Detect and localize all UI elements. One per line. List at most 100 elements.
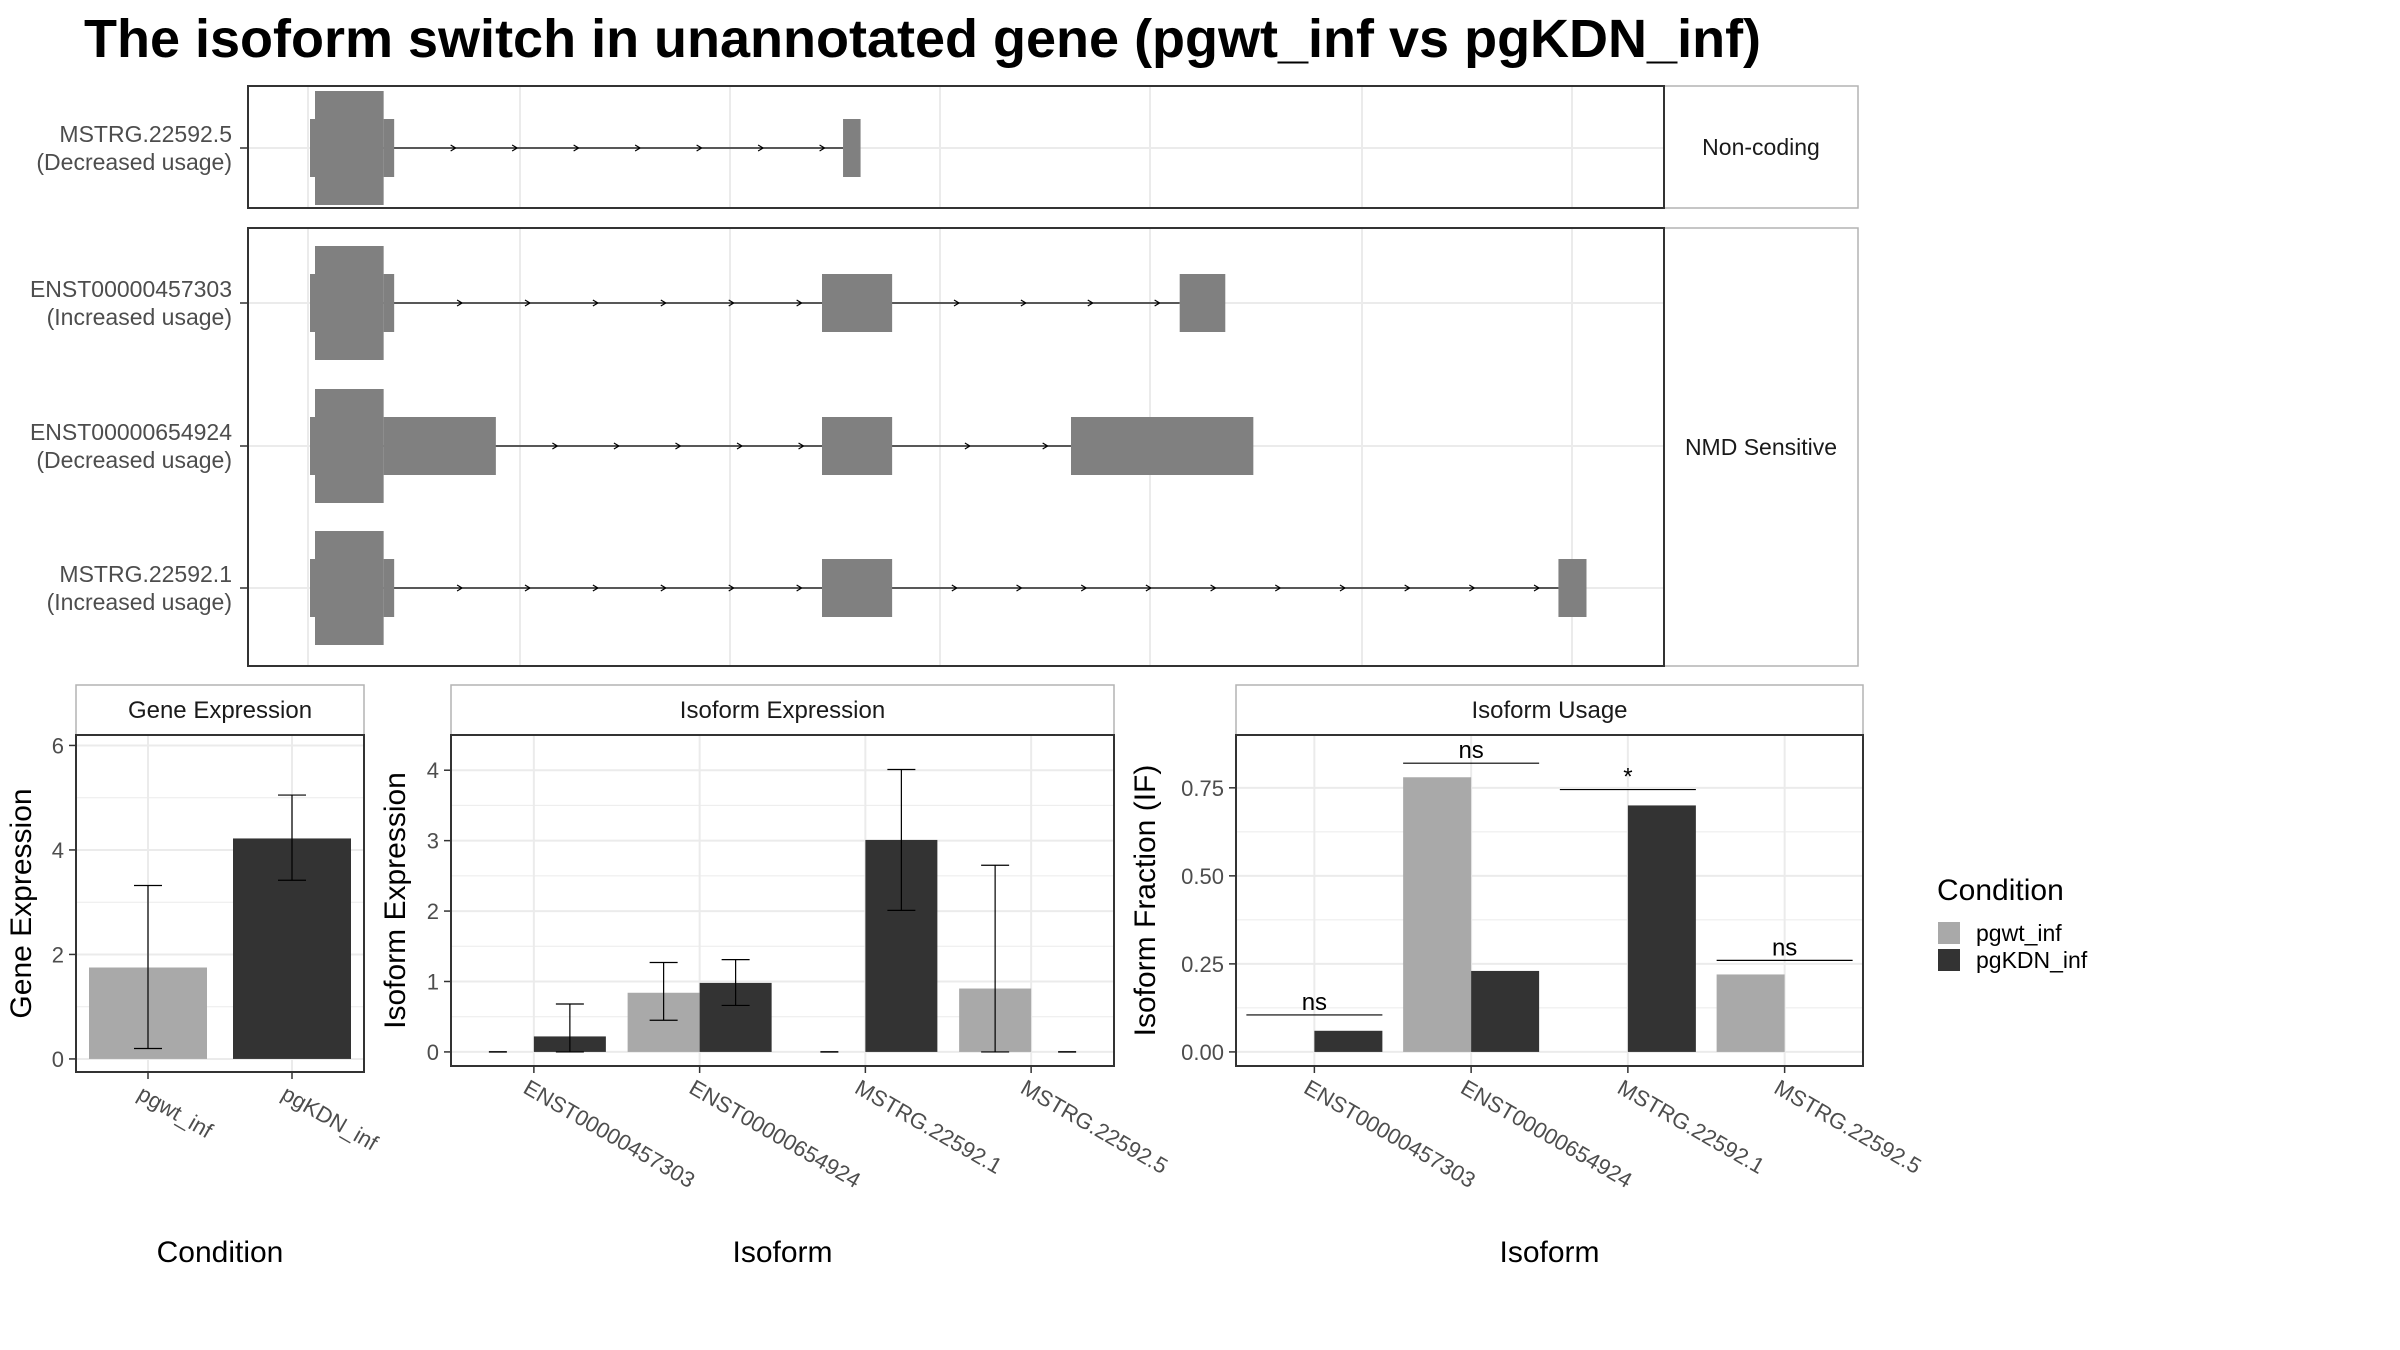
isoform-label: ENST00000457303 xyxy=(30,276,232,302)
y-tick-label: 0 xyxy=(52,1047,64,1072)
exon-block xyxy=(822,417,893,475)
isoform-structure-panel: Non-coding MSTRG.22592.5(Decreased usage)… xyxy=(30,85,1859,667)
intron-arrow xyxy=(1080,584,1088,592)
y-axis-title: Isoform Expression xyxy=(379,772,412,1029)
exon-block xyxy=(383,274,395,332)
intron-arrow xyxy=(613,442,621,450)
panel-title: Gene Expression xyxy=(128,697,312,724)
intron-arrow xyxy=(1016,584,1023,592)
intron-arrow xyxy=(660,299,667,307)
exon-block xyxy=(310,559,316,617)
y-tick-label: 0.00 xyxy=(1181,1040,1224,1065)
exon-block xyxy=(315,389,384,503)
intron-arrow xyxy=(592,299,600,307)
intron-arrow xyxy=(675,442,682,450)
exon-block xyxy=(315,91,384,205)
x-tick-label: pgKDN_inf xyxy=(278,1081,383,1156)
structure-panel-border xyxy=(247,227,1665,667)
intron-arrow xyxy=(796,299,803,307)
x-axis-title: Isoform xyxy=(732,1236,832,1269)
x-tick-label: ENST00000457303 xyxy=(519,1075,699,1193)
intron-arrow xyxy=(1020,299,1028,307)
intron-arrow xyxy=(696,144,703,152)
isoform-label: MSTRG.22592.1 xyxy=(59,561,232,587)
intron-arrow xyxy=(592,584,600,592)
y-tick-label: 0.25 xyxy=(1181,952,1224,977)
structure-strip xyxy=(1663,85,1859,209)
x-tick-label: MSTRG.22592.1 xyxy=(851,1075,1006,1179)
bar xyxy=(1716,974,1785,1052)
legend-title: Condition xyxy=(1937,874,2064,907)
intron-arrow xyxy=(1274,584,1282,592)
x-tick-label: ENST00000654924 xyxy=(685,1075,865,1193)
exon-block xyxy=(822,274,893,332)
y-tick-label: 0 xyxy=(427,1040,439,1065)
intron-arrow xyxy=(1533,584,1541,592)
intron-arrow xyxy=(728,299,735,307)
legend-label: pgwt_inf xyxy=(1976,920,2062,946)
significance-label: ns xyxy=(1458,737,1483,764)
intron-arrow xyxy=(728,584,735,592)
panel-strip xyxy=(75,684,365,736)
intron-arrow xyxy=(1469,584,1476,592)
exon-block xyxy=(1179,274,1226,332)
exon-block xyxy=(310,417,316,475)
x-tick-label: MSTRG.22592.5 xyxy=(1770,1075,1925,1179)
exon-block xyxy=(315,531,384,645)
bar xyxy=(1471,970,1540,1052)
significance-label: ns xyxy=(1772,934,1797,961)
intron-arrow xyxy=(573,144,580,152)
exon-block xyxy=(843,119,861,177)
x-tick-label: MSTRG.22592.5 xyxy=(1017,1075,1172,1179)
exon-block xyxy=(383,559,395,617)
intron-arrow xyxy=(1210,584,1217,592)
legend-swatch xyxy=(1938,922,1960,944)
intron-arrow xyxy=(1339,584,1347,592)
panel-border xyxy=(1235,734,1864,1067)
structure-group-label: NMD Sensitive xyxy=(1685,434,1837,460)
intron-arrow xyxy=(1154,299,1161,307)
legend-swatch xyxy=(1938,949,1960,971)
intron-arrow xyxy=(456,299,464,307)
intron-arrow xyxy=(1042,442,1049,450)
intron-arrow xyxy=(511,144,519,152)
y-tick-label: 2 xyxy=(52,942,64,967)
intron-arrow xyxy=(450,144,457,152)
y-tick-label: 6 xyxy=(52,733,64,758)
bar xyxy=(1627,805,1696,1052)
exon-block xyxy=(1558,559,1587,617)
exon-block xyxy=(383,119,395,177)
intron-arrow xyxy=(736,442,744,450)
panel-title: Isoform Usage xyxy=(1471,697,1627,724)
intron-arrow xyxy=(798,442,805,450)
panel-border xyxy=(75,734,365,1073)
bar xyxy=(1314,1030,1383,1052)
isoform-label: ENST00000654924 xyxy=(30,419,232,445)
legend-label: pgKDN_inf xyxy=(1976,947,2088,973)
intron-arrow xyxy=(1145,584,1153,592)
structure-group-label: Non-coding xyxy=(1702,134,1820,160)
isoform-usage-label: (Decreased usage) xyxy=(36,149,232,175)
intron-arrow xyxy=(953,299,961,307)
intron-arrow xyxy=(524,299,532,307)
main-title: The isoform switch in unannotated gene (… xyxy=(84,9,1762,69)
y-tick-label: 2 xyxy=(427,899,439,924)
gene-expression-panel: Gene Expression 0 2 4 6 pgwt_inf pgKDN_inf Cond… xyxy=(5,684,383,1269)
significance-label: * xyxy=(1623,764,1632,791)
y-axis-title: Gene Expression xyxy=(5,788,38,1018)
intron-arrow xyxy=(524,584,532,592)
y-tick-label: 0.50 xyxy=(1181,864,1224,889)
exon-block xyxy=(310,119,316,177)
isoform-label: MSTRG.22592.5 xyxy=(59,121,232,147)
intron-arrow xyxy=(757,144,765,152)
panel-title: Isoform Expression xyxy=(680,697,885,724)
y-axis-title: Isoform Fraction (IF) xyxy=(1129,765,1162,1037)
y-tick-label: 3 xyxy=(427,829,439,854)
exon-block xyxy=(822,559,893,617)
exon-block xyxy=(383,417,496,475)
x-tick-label: ENST00000457303 xyxy=(1300,1075,1480,1193)
exon-block xyxy=(310,274,316,332)
x-axis-title: Isoform xyxy=(1499,1236,1599,1269)
